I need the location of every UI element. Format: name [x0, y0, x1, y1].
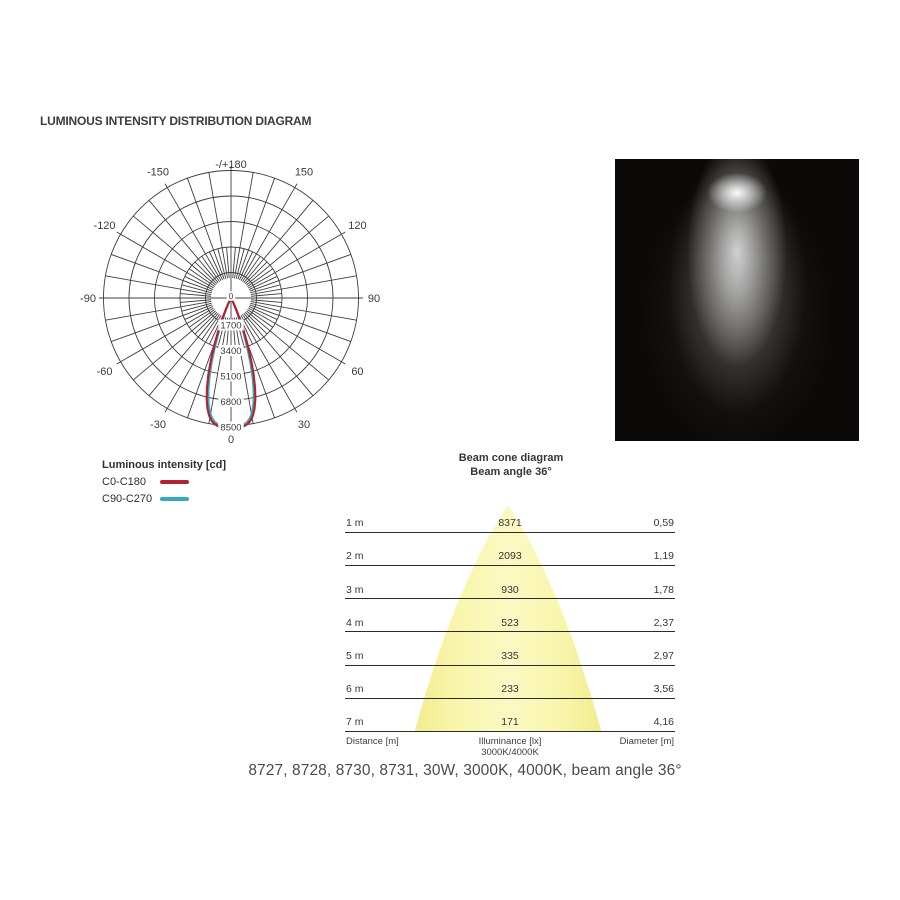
c0-c180-line-swatch: [160, 480, 189, 485]
svg-text:0: 0: [229, 292, 234, 301]
cell-illuminance: 335: [501, 650, 519, 662]
svg-text:8500: 8500: [220, 422, 241, 433]
cell-distance: 5 m: [346, 650, 364, 662]
page-title: LUMINOUS INTENSITY DISTRIBUTION DIAGRAM: [40, 114, 312, 128]
legend-label-c90-c270: C90-C270: [102, 492, 153, 505]
table-row: 6 m 233 3,56: [345, 678, 675, 699]
table-row: 4 m 523 2,37: [345, 611, 675, 633]
svg-text:-90: -90: [80, 293, 96, 305]
beam-cone-heading: Beam cone diagram Beam angle 36°: [361, 452, 661, 479]
svg-text:5100: 5100: [220, 371, 241, 382]
beam-photo: [615, 159, 859, 441]
cell-illuminance: 523: [501, 616, 519, 629]
svg-text:150: 150: [295, 166, 313, 178]
cell-diameter: 1,78: [653, 583, 674, 596]
legend-label-c0-c180: C0-C180: [102, 476, 147, 489]
svg-text:6800: 6800: [220, 397, 241, 408]
cell-distance: 7 m: [346, 716, 364, 729]
cell-diameter: 2,37: [653, 616, 674, 629]
polar-intensity-diagram: 0 1700 3400 5100 6800 8500 -/+180 -150 150 -120 12…: [80, 159, 380, 446]
cell-illuminance: 930: [501, 583, 519, 596]
table-row: 2 m 2093 1,19: [345, 545, 675, 566]
footer-illuminance-line1: Illuminance [lx]: [478, 735, 542, 747]
cell-illuminance: 2093: [498, 550, 522, 563]
product-caption: 8727, 8728, 8730, 8731, 30W, 3000K, 4000…: [248, 762, 682, 779]
cell-illuminance: 233: [501, 683, 519, 696]
cell-diameter: 3,56: [653, 683, 674, 696]
table-row: 7 m 171 4,16: [345, 711, 675, 732]
beam-cone-title: Beam cone diagram: [458, 452, 564, 464]
beam-cone-polygon: [414, 505, 602, 732]
angle-tick-labels: -/+180 -150 150 -120 120 -90 90 -60 60 -30 30 0: [80, 159, 380, 446]
cell-diameter: 0,59: [653, 517, 674, 530]
svg-text:60: 60: [351, 366, 363, 378]
cell-distance: 2 m: [346, 550, 364, 563]
svg-text:-150: -150: [147, 166, 169, 178]
footer-diameter-label: Diameter [m]: [619, 735, 674, 747]
svg-text:-120: -120: [94, 220, 116, 232]
cell-distance: 1 m: [346, 517, 364, 530]
svg-text:30: 30: [298, 419, 310, 431]
cell-distance: 4 m: [346, 616, 364, 629]
svg-text:-30: -30: [150, 419, 166, 431]
beam-cone-subtitle: Beam angle 36°: [470, 465, 552, 478]
radial-tick-labels: 0 1700 3400 5100 6800 8500: [218, 291, 244, 433]
svg-text:-/+180: -/+180: [215, 159, 247, 171]
cell-diameter: 2,97: [653, 650, 674, 662]
svg-text:3400: 3400: [220, 346, 241, 357]
footer-illuminance-line2: 3000K/4000K: [481, 747, 539, 758]
svg-text:1700: 1700: [220, 320, 241, 331]
svg-text:90: 90: [368, 293, 380, 305]
cell-diameter: 4,16: [653, 716, 674, 729]
table-row: 1 m 8371 0,59: [345, 512, 675, 533]
c90-c270-line-swatch: [160, 496, 189, 501]
cell-illuminance: 171: [501, 716, 519, 729]
svg-text:-60: -60: [97, 366, 113, 378]
cell-distance: 6 m: [346, 683, 364, 696]
svg-text:0: 0: [228, 434, 234, 446]
cell-diameter: 1,19: [653, 550, 674, 563]
table-row: 3 m 930 1,78: [345, 578, 675, 600]
legend: Luminous intensity [cd] C0-C180 C90-C270: [102, 459, 226, 507]
footer-distance-label: Distance [m]: [346, 735, 399, 747]
svg-text:120: 120: [348, 220, 366, 232]
beam-cone-shape: [414, 505, 602, 732]
legend-item-c90-c270: C90-C270: [102, 491, 226, 508]
cell-distance: 3 m: [346, 583, 364, 596]
legend-item-c0-c180: C0-C180: [102, 474, 226, 491]
footer-illuminance-label: Illuminance [lx] 3000K/4000K: [345, 736, 675, 759]
legend-title: Luminous intensity [cd]: [102, 459, 227, 471]
table-row: 5 m 335 2,97: [345, 645, 675, 666]
cell-illuminance: 8371: [498, 517, 522, 530]
